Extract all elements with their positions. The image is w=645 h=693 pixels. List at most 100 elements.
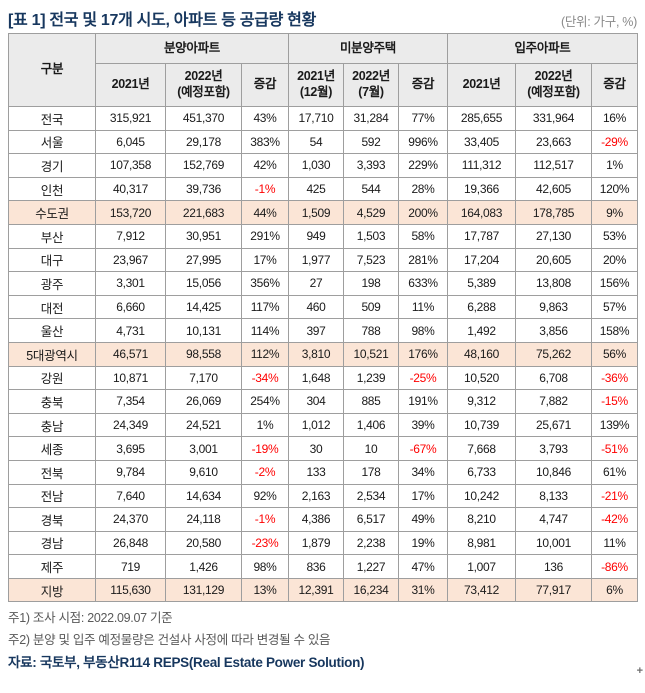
row-label: 지방 [8,577,96,603]
cell: 291% [241,223,289,249]
cell: 1% [591,153,638,178]
sub-header: 2021년 (12월) [288,63,344,107]
cell: 98,558 [165,341,242,367]
cell: 3,393 [343,153,399,178]
cell: 46,571 [95,341,166,367]
row-label: 충북 [8,389,96,414]
cell: 40,317 [95,176,166,202]
cell: 16,234 [343,577,399,603]
cell: 10,242 [447,483,516,509]
cell: 24,521 [165,412,242,438]
sub-header: 2022년 (예정포함) [165,63,242,107]
cell: 285,655 [447,106,516,131]
note-2: 주2) 분양 및 입주 예정물량은 건설사 사정에 따라 변경될 수 있음 [8,633,331,648]
table-row: 지방 115,630 131,129 13% 12,391 16,234 31% 73,412… [8,577,638,603]
group-header: 입주아파트 [447,33,638,64]
row-label: 전북 [8,459,96,485]
cell: 10,001 [515,530,592,556]
cell: 7,640 [95,483,166,509]
row-label: 인천 [8,176,96,202]
row-label: 강원 [8,365,96,391]
cell: 117% [241,294,289,320]
table-row: 울산 4,731 10,131 114% 397 788 98% 1,492 3,856 158% [8,318,638,343]
cell: 10,846 [515,459,592,485]
cell: 191% [398,389,448,414]
cell: 56% [591,341,638,367]
row-label: 경남 [8,530,96,556]
table-row: 경북 24,370 24,118 -1% 4,386 6,517 49% 8,210 4,747… [8,507,638,532]
cell: 3,695 [95,436,166,461]
row-label: 광주 [8,271,96,296]
cell: 9% [591,200,638,225]
footnotes: 주1) 조사 시점: 2022.09.07 기준 주2) 분양 및 입주 예정물… [8,607,637,674]
table-row: 대구 23,967 27,995 17% 1,977 7,523 281% 17,204 20,… [8,247,638,273]
table-header-row: [표 1] 전국 및 17개 시도, 아파트 등 공급량 현황 (단위: 가구,… [8,6,637,30]
cell: 1,239 [343,365,399,391]
cell: 14,634 [165,483,242,509]
cell: 719 [95,554,166,579]
cell: 29,178 [165,129,242,155]
cell: 4,529 [343,200,399,225]
cell: 3,810 [288,341,344,367]
cell: 17,710 [288,106,344,131]
cell: 5,389 [447,271,516,296]
cell: 44% [241,200,289,225]
cell: 460 [288,294,344,320]
cell: 73,412 [447,577,516,603]
cell: 111,312 [447,153,516,178]
cell: 11% [398,294,448,320]
cell: 24,370 [95,507,166,532]
cell: 136 [515,554,592,579]
cell: 26,069 [165,389,242,414]
row-label: 대전 [8,294,96,320]
cell: 13% [241,577,289,603]
cell: 114% [241,318,289,343]
cell: 12,391 [288,577,344,603]
cell: 57% [591,294,638,320]
cell: 1,406 [343,412,399,438]
cell: 24,349 [95,412,166,438]
cell: 98% [398,318,448,343]
row-label: 경기 [8,153,96,178]
cell: 10,520 [447,365,516,391]
cell: 23,663 [515,129,592,155]
cell: 20,580 [165,530,242,556]
cell: 3,793 [515,436,592,461]
cell: -67% [398,436,448,461]
cell: 4,747 [515,507,592,532]
table-row: 전북 9,784 9,610 -2% 133 178 34% 6,733 10,846 61% [8,459,638,485]
unit-label: (단위: 가구, %) [560,15,637,29]
cell: 17,204 [447,247,516,273]
sub-header: 증감 [398,63,448,107]
cell: 1,007 [447,554,516,579]
cell: 23,967 [95,247,166,273]
cell: 120% [591,176,638,202]
cell: -51% [591,436,638,461]
cell: 7,882 [515,389,592,414]
cell: 164,083 [447,200,516,225]
cell: 10 [343,436,399,461]
table-row: 인천 40,317 39,736 -1% 425 544 28% 19,366 42,605 12… [8,176,638,202]
cell: 229% [398,153,448,178]
cell: 7,912 [95,223,166,249]
cell: 6,733 [447,459,516,485]
row-label: 세종 [8,436,96,461]
corner-header: 구분 [8,33,96,107]
source-line: 자료: 국토부, 부동산R114 REPS(Real Estate Power … [8,655,365,671]
table-row: 충남 24,349 24,521 1% 1,012 1,406 39% 10,739 25,67… [8,412,638,438]
cell: 221,683 [165,200,242,225]
cell: 304 [288,389,344,414]
cell: 383% [241,129,289,155]
sub-header: 2022년 (7월) [343,63,399,107]
cell: 331,964 [515,106,592,131]
cell: -1% [241,507,289,532]
cell: 112% [241,341,289,367]
cell: 19% [398,530,448,556]
cell: 30 [288,436,344,461]
cell: 156% [591,271,638,296]
cell: 27,130 [515,223,592,249]
cell: 28% [398,176,448,202]
cell: 1,503 [343,223,399,249]
cell: 1,509 [288,200,344,225]
